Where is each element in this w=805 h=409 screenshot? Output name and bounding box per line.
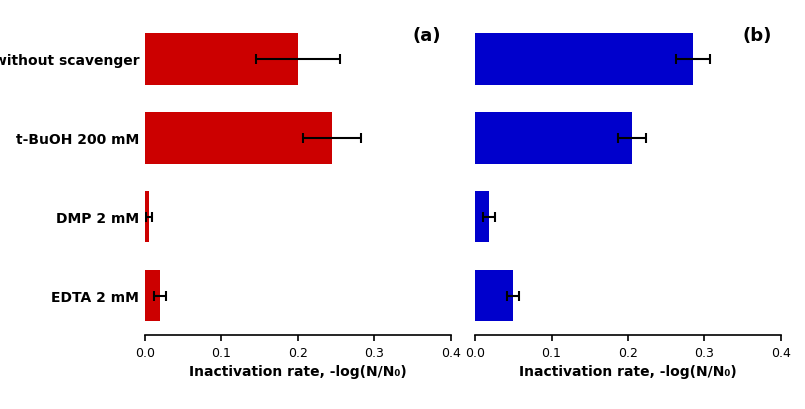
Text: (a): (a) (413, 27, 441, 45)
Bar (145, 113, 332, 164)
Bar (475, 270, 514, 321)
Bar (145, 34, 298, 85)
Bar (475, 34, 693, 85)
Bar (475, 113, 632, 164)
Bar (145, 192, 149, 243)
Text: (b): (b) (742, 27, 772, 45)
X-axis label: Inactivation rate, -log(N/N₀): Inactivation rate, -log(N/N₀) (519, 364, 737, 378)
X-axis label: Inactivation rate, -log(N/N₀): Inactivation rate, -log(N/N₀) (189, 364, 407, 378)
Bar (145, 270, 160, 321)
Bar (475, 192, 489, 243)
